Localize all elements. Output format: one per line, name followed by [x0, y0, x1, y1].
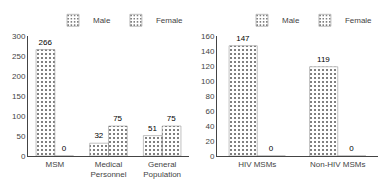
svg-text:32: 32 [94, 131, 103, 140]
svg-text:0: 0 [269, 144, 274, 153]
svg-text:MedicalPersonnel: MedicalPersonnel [90, 160, 126, 179]
svg-text:150: 150 [12, 92, 26, 101]
svg-text:Male: Male [282, 16, 300, 25]
svg-text:60: 60 [205, 107, 214, 116]
svg-text:75: 75 [113, 114, 122, 123]
svg-text:Non-HIV MSMs: Non-HIV MSMs [310, 160, 366, 169]
svg-text:0: 0 [21, 152, 26, 161]
svg-text:GeneralPopulation: GeneralPopulation [143, 160, 181, 179]
svg-text:100: 100 [12, 112, 26, 121]
svg-text:200: 200 [12, 72, 26, 81]
svg-text:119: 119 [317, 55, 330, 64]
svg-text:0: 0 [349, 144, 354, 153]
svg-text:HIV MSMs: HIV MSMs [238, 160, 276, 169]
svg-text:0: 0 [62, 144, 67, 153]
svg-text:Male: Male [93, 16, 111, 25]
svg-text:40: 40 [205, 122, 214, 131]
svg-text:250: 250 [12, 52, 26, 61]
svg-text:MSM: MSM [45, 160, 64, 169]
svg-text:80: 80 [205, 92, 214, 101]
svg-text:160: 160 [201, 32, 215, 41]
svg-text:20: 20 [205, 137, 214, 146]
svg-text:120: 120 [201, 62, 215, 71]
svg-text:Female: Female [345, 16, 372, 25]
svg-text:100: 100 [201, 77, 215, 86]
svg-text:0: 0 [210, 152, 215, 161]
svg-text:266: 266 [38, 38, 52, 47]
svg-text:51: 51 [148, 124, 157, 133]
svg-text:147: 147 [236, 34, 250, 43]
svg-text:50: 50 [16, 132, 25, 141]
svg-text:75: 75 [167, 114, 176, 123]
svg-text:140: 140 [201, 47, 215, 56]
svg-text:300: 300 [12, 32, 26, 41]
svg-text:Female: Female [156, 16, 183, 25]
